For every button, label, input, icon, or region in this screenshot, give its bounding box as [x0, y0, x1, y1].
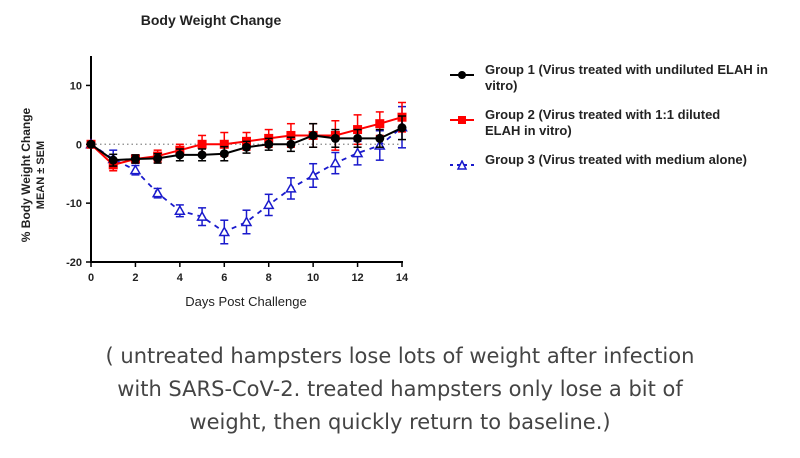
- legend-label: Group 1 (Virus treated with undiluted EL…: [485, 62, 768, 93]
- legend-label: Group 2 (Virus treated with 1:1 diluted …: [485, 107, 721, 138]
- data-point: [219, 139, 229, 149]
- chart-title: Body Weight Change: [141, 12, 282, 28]
- x-tick-label: 14: [396, 272, 409, 284]
- x-tick-label: 4: [177, 272, 184, 284]
- x-tick-label: 6: [221, 272, 227, 284]
- caption: ( untreated hampsters lose lots of weigh…: [0, 340, 800, 439]
- y-tick-label: 10: [70, 80, 82, 92]
- data-point: [353, 133, 363, 143]
- data-point: [285, 182, 297, 193]
- data-point: [153, 153, 163, 163]
- data-point: [286, 130, 296, 140]
- x-tick-label: 8: [266, 272, 272, 284]
- data-point: [175, 150, 185, 160]
- y-tick-label: -10: [66, 198, 82, 210]
- data-point: [308, 130, 318, 140]
- data-point: [307, 169, 319, 180]
- data-point: [108, 155, 118, 165]
- data-point: [397, 123, 407, 133]
- series-line-3: [90, 126, 403, 234]
- data-point: [218, 225, 231, 237]
- caption-line: with SARS-CoV-2. treated hampsters only …: [117, 377, 683, 401]
- legend-square-marker-icon: [450, 116, 474, 124]
- legend-circle-marker-icon: [450, 71, 474, 79]
- caption-line: ( untreated hampsters lose lots of weigh…: [105, 344, 695, 368]
- data-point: [264, 139, 274, 149]
- y-axis-label-sub: MEAN ± SEM: [35, 141, 47, 209]
- data-point: [375, 119, 385, 129]
- data-point: [196, 210, 208, 221]
- legend-item-group-1: Group 1 (Virus treated with undiluted EL…: [445, 62, 795, 107]
- x-tick-label: 2: [132, 272, 138, 284]
- data-point: [219, 149, 229, 159]
- x-tick-label: 10: [307, 272, 319, 284]
- x-axis-label: Days Post Challenge: [185, 294, 306, 309]
- data-point: [86, 139, 96, 149]
- data-point: [151, 187, 164, 198]
- data-point: [242, 142, 251, 152]
- data-point: [174, 204, 186, 216]
- caption-line: weight, then quickly return to baseline.…: [189, 410, 611, 434]
- legend-item-group-2: Group 2 (Virus treated with 1:1 diluted …: [445, 107, 795, 152]
- x-tick-label: 12: [351, 272, 363, 284]
- data-point: [130, 154, 140, 164]
- x-tick-label: 0: [88, 272, 94, 284]
- data-point: [262, 198, 275, 210]
- data-point: [197, 150, 207, 160]
- legend-item-group-3: Group 3 (Virus treated with medium alone…: [445, 152, 795, 197]
- data-point: [330, 133, 340, 143]
- data-point: [129, 164, 142, 175]
- y-tick-label: 0: [76, 139, 82, 151]
- data-point: [197, 139, 207, 149]
- data-point: [286, 139, 296, 149]
- chart: Body Weight Change % Body Weight Change …: [19, 12, 409, 309]
- y-axis-label: % Body Weight Change: [19, 107, 33, 242]
- legend: Group 1 (Virus treated with undiluted EL…: [445, 62, 795, 197]
- data-point: [240, 215, 253, 227]
- data-point: [351, 147, 364, 158]
- legend-triangle-marker-icon: [450, 160, 474, 170]
- data-point: [329, 157, 342, 168]
- data-point: [375, 133, 385, 143]
- y-tick-label: -20: [66, 257, 82, 269]
- legend-label: Group 3 (Virus treated with medium alone…: [485, 152, 747, 167]
